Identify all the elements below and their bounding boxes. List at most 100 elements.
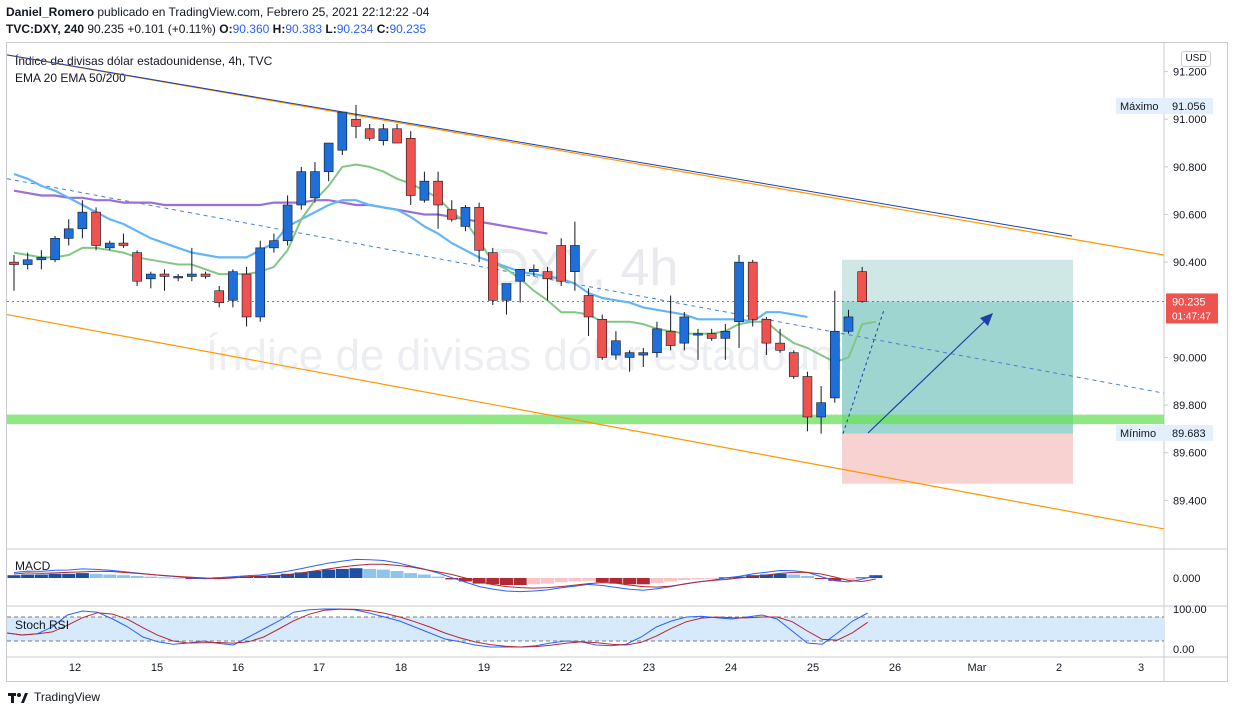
macd-bar [75, 573, 89, 578]
candle [187, 247, 197, 282]
macd-bar [89, 573, 103, 578]
candle-body [624, 352, 635, 358]
candle [843, 309, 854, 334]
candle-body [638, 352, 649, 356]
candle-body [802, 376, 813, 418]
max-label: Máximo [1120, 101, 1159, 113]
macd-bar [636, 578, 650, 585]
candle [132, 250, 142, 286]
ema50-line [13, 172, 808, 323]
candle-body [255, 247, 266, 318]
candle-body [364, 128, 375, 139]
projection-arrow [867, 315, 991, 434]
candle-body [118, 242, 129, 246]
candle-body [611, 340, 621, 356]
macd-bar [705, 578, 719, 579]
currency-badge[interactable]: USD [1181, 51, 1211, 67]
support-zone [7, 414, 1164, 425]
candle-body [542, 271, 553, 280]
projection-dashed [842, 309, 885, 434]
footer-brand: TradingView [34, 690, 101, 704]
macd-bar [691, 578, 705, 580]
macd-bar [445, 578, 459, 580]
macd-tick: 0.000 [1173, 573, 1201, 585]
macd-bar [431, 576, 445, 578]
resistance-line [6, 54, 1073, 237]
candle [351, 104, 361, 139]
macd-bar [499, 578, 513, 585]
candle [583, 288, 594, 336]
open-label: O: [219, 22, 233, 36]
macd-bar [103, 574, 117, 578]
candle-body [706, 333, 717, 339]
time-axis-label: 24 [725, 662, 737, 674]
time-axis-label: 3 [1138, 662, 1144, 674]
candle [857, 266, 867, 303]
stoch-band [7, 617, 1164, 641]
macd-bar [664, 578, 678, 582]
candle [22, 252, 33, 270]
candle-body [419, 180, 430, 201]
candle-body [761, 319, 772, 344]
time-axis-label: 19 [478, 662, 490, 674]
close-label: C: [376, 22, 390, 36]
candle-body [91, 211, 101, 246]
stoch-d-line [6, 608, 868, 648]
candle [515, 268, 525, 303]
candle [570, 221, 580, 291]
macd-bar [609, 578, 623, 584]
candle-body [310, 171, 320, 199]
author-name[interactable]: Daniel_Romero [6, 5, 95, 19]
candle-body [104, 242, 115, 249]
macd-bar [390, 571, 404, 578]
macd-bar [281, 573, 295, 578]
current-price-value: 90.235 [1172, 296, 1206, 308]
candle-body [583, 295, 594, 318]
candle [529, 264, 539, 277]
time-axis-label: 22 [560, 662, 572, 674]
candle [706, 328, 717, 341]
candle [36, 250, 47, 270]
candle-body [9, 261, 19, 265]
candle [228, 269, 238, 308]
candle [323, 142, 334, 182]
close-value: 90.235 [389, 22, 427, 36]
macd-bar [472, 578, 486, 584]
time-axis-label: 25 [807, 662, 819, 674]
projection-arrow-head [980, 313, 993, 326]
macd-bar [7, 575, 21, 578]
candle-body [693, 333, 703, 336]
macd-bar [322, 569, 336, 578]
candle [761, 316, 772, 356]
candle [542, 266, 553, 301]
candle [638, 347, 649, 367]
candle-body [187, 273, 197, 277]
time-axis-label: Mar [968, 662, 987, 674]
candle-body [857, 271, 867, 302]
candle-body [378, 128, 389, 141]
candle-body [159, 273, 170, 277]
candle [241, 266, 252, 327]
candle-body [570, 245, 580, 272]
candle-body [405, 137, 416, 196]
candle-body [214, 290, 224, 303]
candle [679, 312, 690, 351]
stoch-label: Stoch RSI [15, 618, 69, 632]
tradingview-footer[interactable]: TradingView [8, 690, 100, 704]
candle [104, 240, 115, 251]
time-axis-label: 26 [889, 662, 901, 674]
candle [624, 350, 635, 372]
price-tick-label: 91.000 [1173, 114, 1207, 126]
countdown-timer: 01:47:47 [1172, 311, 1211, 322]
ohlc-line: TVC:DXY, 240 90.235 +0.101 (+0.11%) O:90… [6, 21, 429, 38]
macd-bar [253, 576, 267, 578]
candle [460, 204, 471, 232]
publish-info: publicado en TradingView.com, Febrero 25… [97, 5, 430, 19]
macd-bar [541, 578, 555, 584]
stoch-k-line [6, 608, 868, 648]
candle-body [474, 207, 484, 251]
price-tick-label: 89.800 [1173, 400, 1207, 412]
price-tick-label: 90.400 [1173, 257, 1207, 269]
macd-bar [527, 578, 541, 585]
